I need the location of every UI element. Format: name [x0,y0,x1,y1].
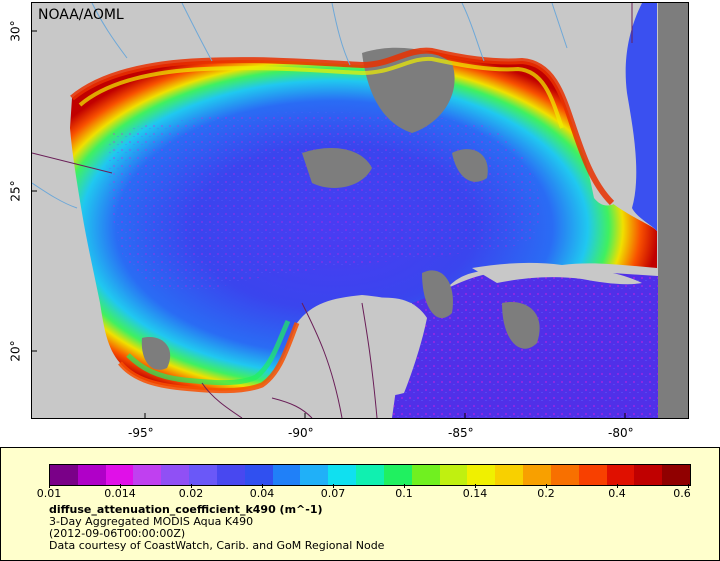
florida-land [552,43,627,206]
coastal-rim [70,47,615,206]
colorbar-tick-label: 0.04 [249,487,275,500]
colorbar-segment [578,465,607,485]
colorbar-segment [216,465,245,485]
colorbar-tick-label: 0.07 [320,487,346,500]
colorbar-tick-label: 0.2 [537,487,555,500]
colorbar-segment [550,465,579,485]
no-data-strip [658,3,688,418]
colorbar-segment [634,465,663,485]
colorbar-tick-label: 0.01 [36,487,62,500]
legend-panel: 0.01 0.014 0.02 0.04 0.07 0.1 0.14 0.2 0… [0,447,720,561]
lat-tick-label: 25° [8,180,23,202]
colorbar-segment [244,465,273,485]
colorbar-segment [300,465,329,485]
colorbar-segment [105,465,134,485]
colorbar-segment [439,465,468,485]
yucatan-land [290,297,427,401]
map-canvas [32,3,688,418]
colorbar-segment [133,465,162,485]
lat-tick-label: 20° [8,340,23,362]
legend-text: diffuse_attenuation_coefficient_k490 (m^… [49,504,384,552]
colorbar-tick-label: 0.02 [178,487,204,500]
lon-tick-label: -85° [448,426,474,440]
gulf-texture [106,112,540,293]
colorbar-segment [189,465,217,485]
ocean-color-map[interactable]: NOAA/AOML [31,2,689,419]
colorbar-tick-label: 0.4 [608,487,626,500]
product-name: 3-Day Aggregated MODIS Aqua K490 [49,515,254,528]
rivers [32,3,568,209]
colorbar-segment [523,465,551,485]
colorbar-segment [606,465,635,485]
colorbar [49,464,691,486]
colorbar-segment [662,465,691,485]
colorbar-tick-label: 0.014 [104,487,136,500]
colorbar-tick-label: 0.14 [462,487,488,500]
credit-label: NOAA/AOML [38,7,124,23]
colorbar-segment [50,465,78,485]
courtesy-label: Data courtesy of CoastWatch, Carib. and … [49,539,385,552]
colorbar-tick-label: 0.1 [395,487,413,500]
lat-tick-label: 30° [8,20,23,42]
colorbar-segment [272,465,301,485]
colorbar-segment [356,465,384,485]
atlantic-water [625,3,657,231]
colorbar-tick-label: 0.6 [673,487,691,500]
variable-name: diffuse_attenuation_coefficient_k490 (m^… [49,503,323,516]
colorbar-segment [411,465,440,485]
lon-tick-label: -95° [128,426,154,440]
colorbar-segment [161,465,190,485]
colorbar-segment [328,465,357,485]
colorbar-segment [383,465,412,485]
colorbar-segment [467,465,496,485]
colorbar-segment [77,465,106,485]
lon-tick-label: -90° [288,426,314,440]
cuba-land [472,262,642,285]
lon-tick-label: -80° [608,426,634,440]
date-label: (2012-09-06T00:00:00Z) [49,527,186,540]
borders [32,3,633,418]
colorbar-segment [495,465,524,485]
